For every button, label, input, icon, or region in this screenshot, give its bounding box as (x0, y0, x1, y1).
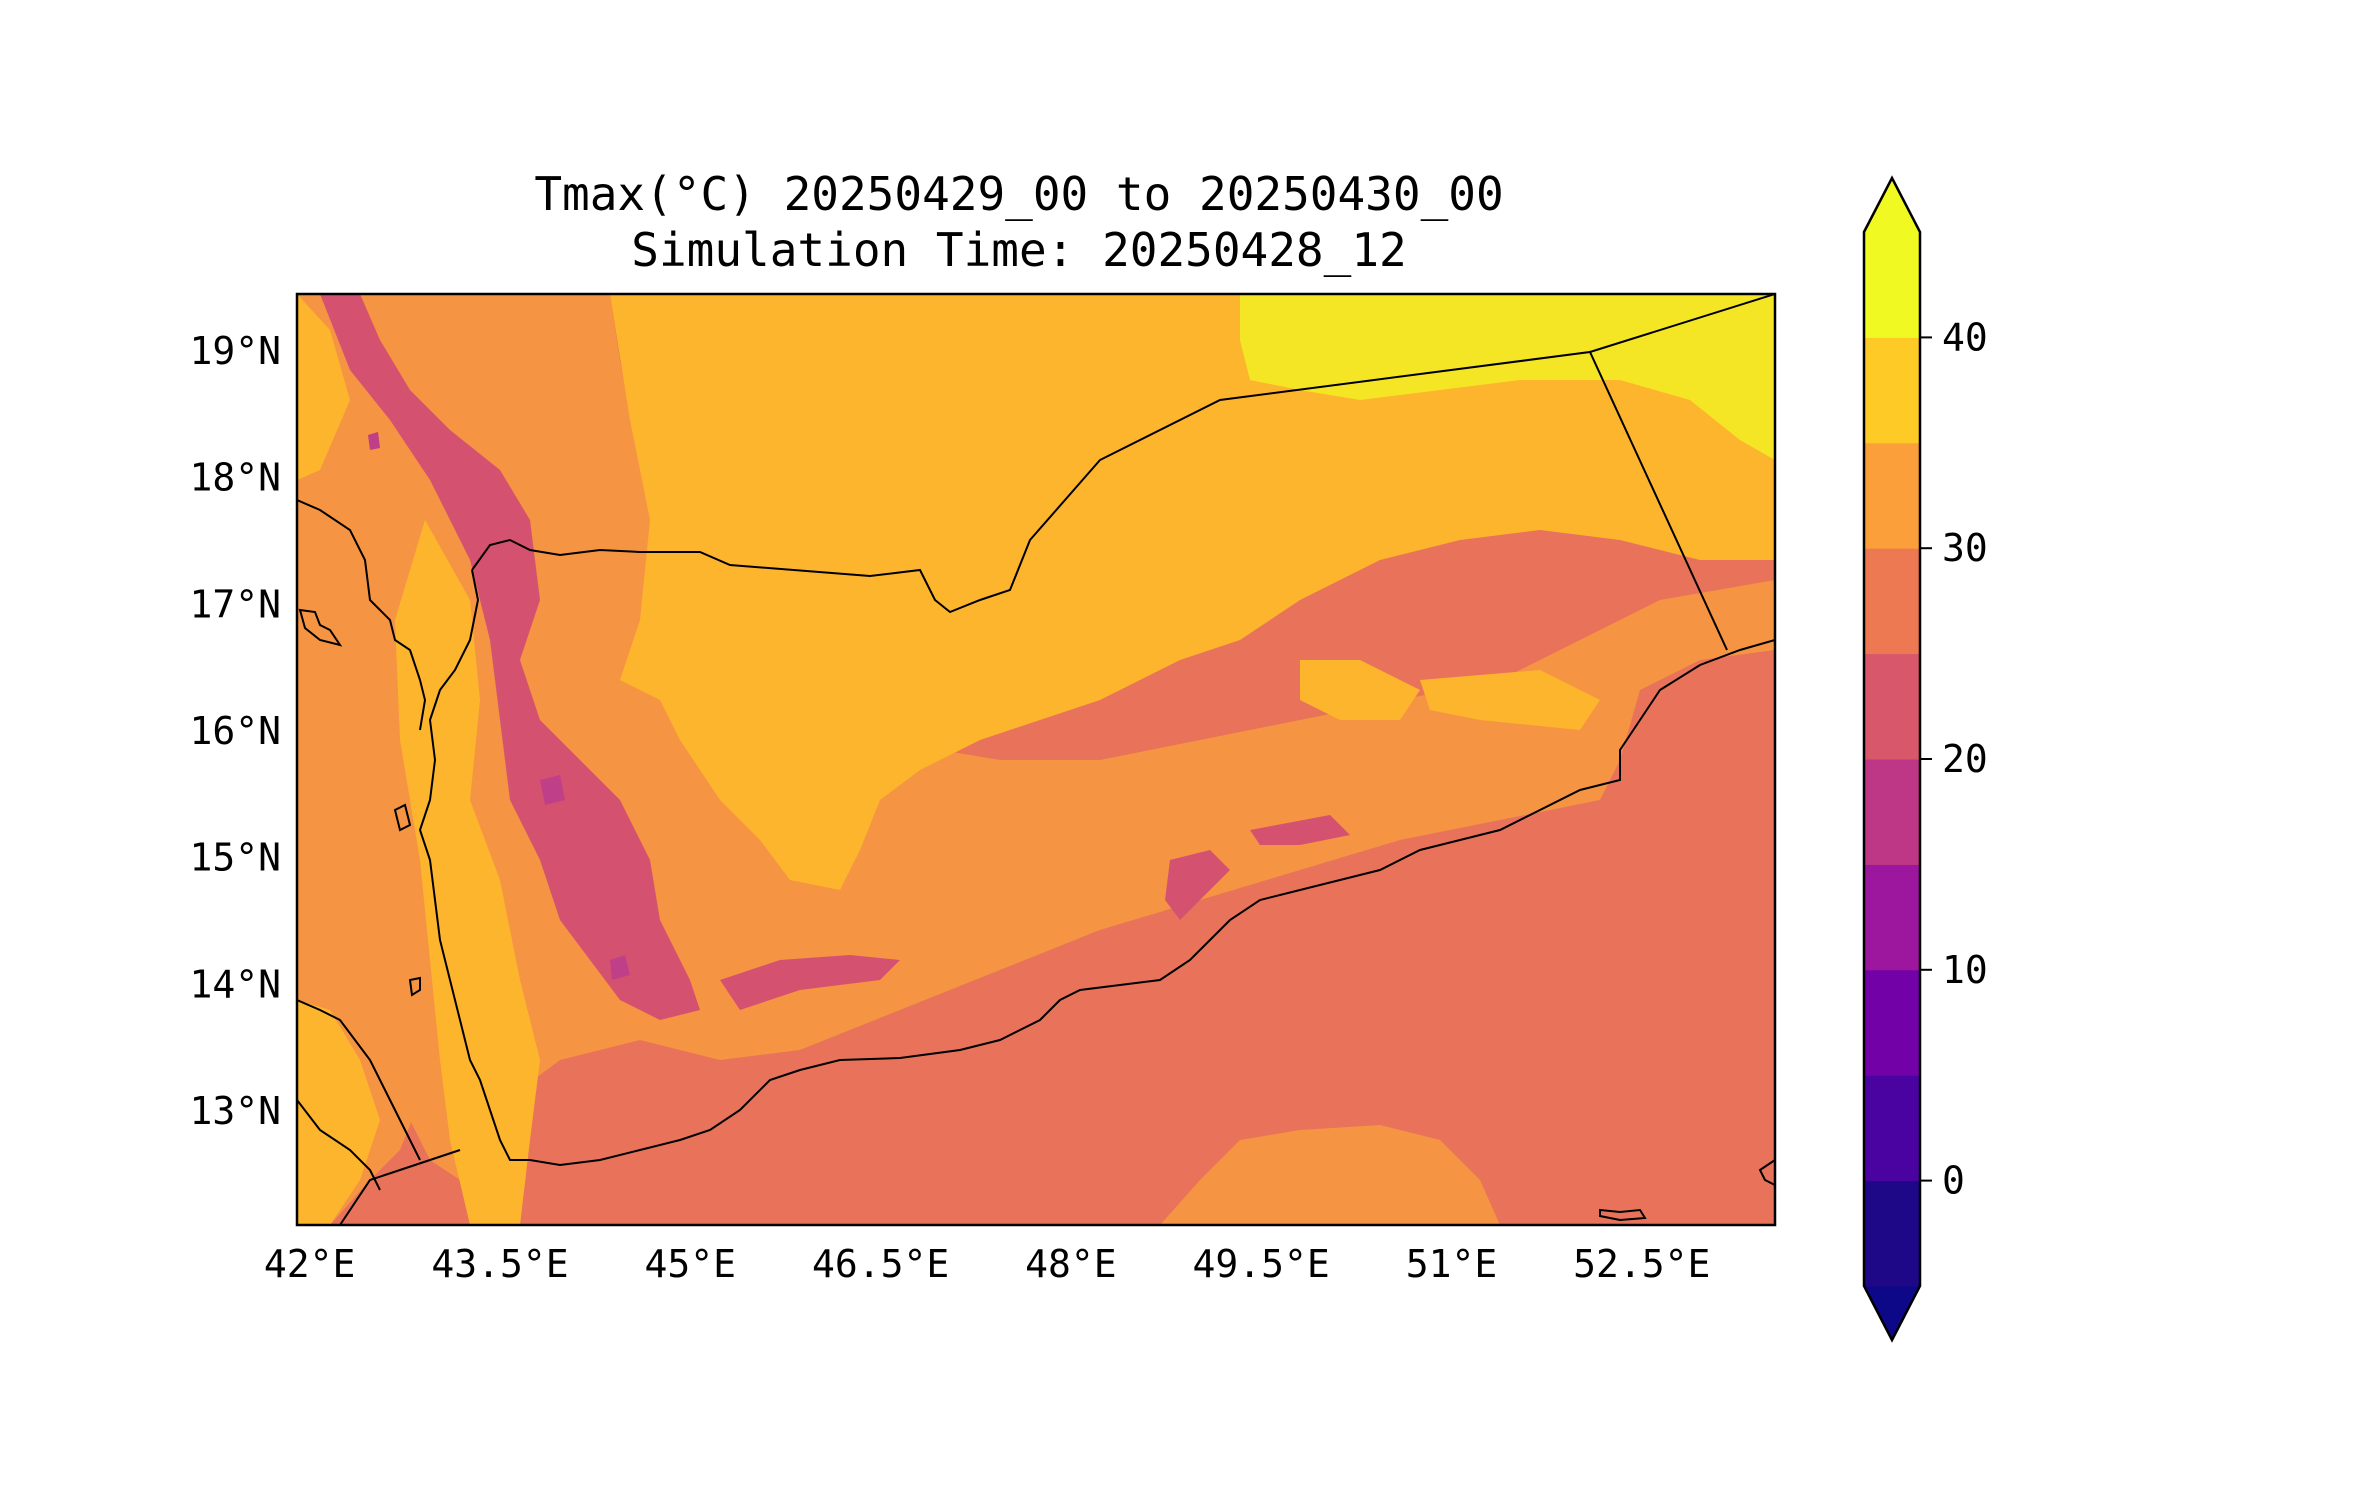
border-eritrea-djibouti (297, 1099, 381, 1191)
field-band-35-40-east2 (1420, 670, 1600, 730)
longitude-tick-label: 45°E (645, 1242, 737, 1286)
colorbar-segment (1864, 653, 1920, 760)
longitude-tick-label: 51°E (1406, 1242, 1498, 1286)
latitude-tick-label: 17°N (189, 582, 281, 626)
colorbar-over-extension (1864, 178, 1920, 232)
field-band-35-40-nw (297, 294, 350, 480)
latitude-tick-labels: 13°N 14°N 15°N 16°N 17°N 18°N 19°N (189, 329, 281, 1133)
field-band-35-40-coast (395, 520, 540, 1225)
longitude-tick-label: 48°E (1025, 1242, 1117, 1286)
colorbar-outline (1862, 175, 1922, 1343)
island-socotra (1599, 1208, 1647, 1222)
colorbar-segment (1864, 1075, 1920, 1182)
island-kamaran (393, 803, 412, 832)
colorbar-segment (1864, 442, 1920, 549)
border-saudi-yemen (471, 350, 1728, 651)
latitude-tick-label: 15°N (189, 836, 281, 880)
colorbar-tick-label: 20 (1942, 737, 1988, 781)
colorbar-segment (1864, 1180, 1920, 1287)
field-band-15-20c (368, 432, 380, 450)
map-frame (295, 292, 1777, 1227)
coastlines-and-borders (297, 294, 1775, 1225)
temperature-field (297, 294, 1775, 1225)
border-djibouti (339, 1149, 461, 1225)
longitude-tick-label: 49.5°E (1193, 1242, 1330, 1286)
island-dahlak (298, 608, 343, 647)
colorbar-segment (1864, 969, 1920, 1076)
field-band-30-35-ocean (1160, 1125, 1500, 1225)
coastline-yemen (418, 569, 1775, 1167)
field-band-35-40 (610, 294, 1775, 890)
longitude-tick-labels: 42°E 43.5°E 45°E 46.5°E 48°E 49.5°E 51°E 52.5°E (264, 1242, 1711, 1286)
colorbar-segment (1864, 864, 1920, 971)
colorbar: 0 10 20 30 40 (1862, 175, 1988, 1343)
colorbar-segment (1864, 232, 1920, 338)
field-band-15-20b (610, 955, 630, 980)
field-band-35-40-east (1300, 660, 1420, 720)
island-hanish (408, 976, 421, 997)
longitude-tick-label: 42°E (264, 1242, 356, 1286)
colorbar-segment (1864, 337, 1920, 444)
island-socotra-east (1758, 1158, 1775, 1187)
colorbar-segment (1864, 548, 1920, 655)
longitude-tick-label: 43.5°E (431, 1242, 568, 1286)
longitude-tick-label: 46.5°E (812, 1242, 949, 1286)
latitude-tick-label: 16°N (189, 709, 281, 753)
latitude-tick-label: 19°N (189, 329, 281, 373)
colorbar-tick-label: 10 (1942, 948, 1988, 992)
map-title: Tmax(°C) 20250429_00 to 20250430_00 (534, 167, 1503, 221)
field-band-15-20 (540, 775, 565, 805)
colorbar-tick-label: 40 (1942, 315, 1988, 359)
colorbar-segment (1864, 759, 1920, 865)
field-band-20-25-east2 (1250, 815, 1350, 845)
latitude-tick-label: 13°N (189, 1089, 281, 1133)
colorbar-under-extension (1864, 1286, 1920, 1340)
latitude-tick-label: 14°N (189, 962, 281, 1006)
coastline-eritrea-south (297, 999, 421, 1161)
map-subtitle: Simulation Time: 20250428_12 (631, 223, 1406, 277)
latitude-tick-label: 18°N (189, 456, 281, 500)
field-band-20-25 (320, 294, 700, 1020)
field-band-20-25-east (1165, 850, 1230, 920)
field-band-20-25-south (720, 955, 900, 1010)
border-oman-saudi (1589, 294, 1775, 353)
colorbar-tick-label: 30 (1942, 526, 1988, 570)
coastline-eritrea (297, 499, 427, 731)
longitude-tick-label: 52.5°E (1573, 1242, 1710, 1286)
field-band-35-40-eritrea (297, 1000, 380, 1225)
colorbar-tick-label: 0 (1942, 1159, 1965, 1203)
